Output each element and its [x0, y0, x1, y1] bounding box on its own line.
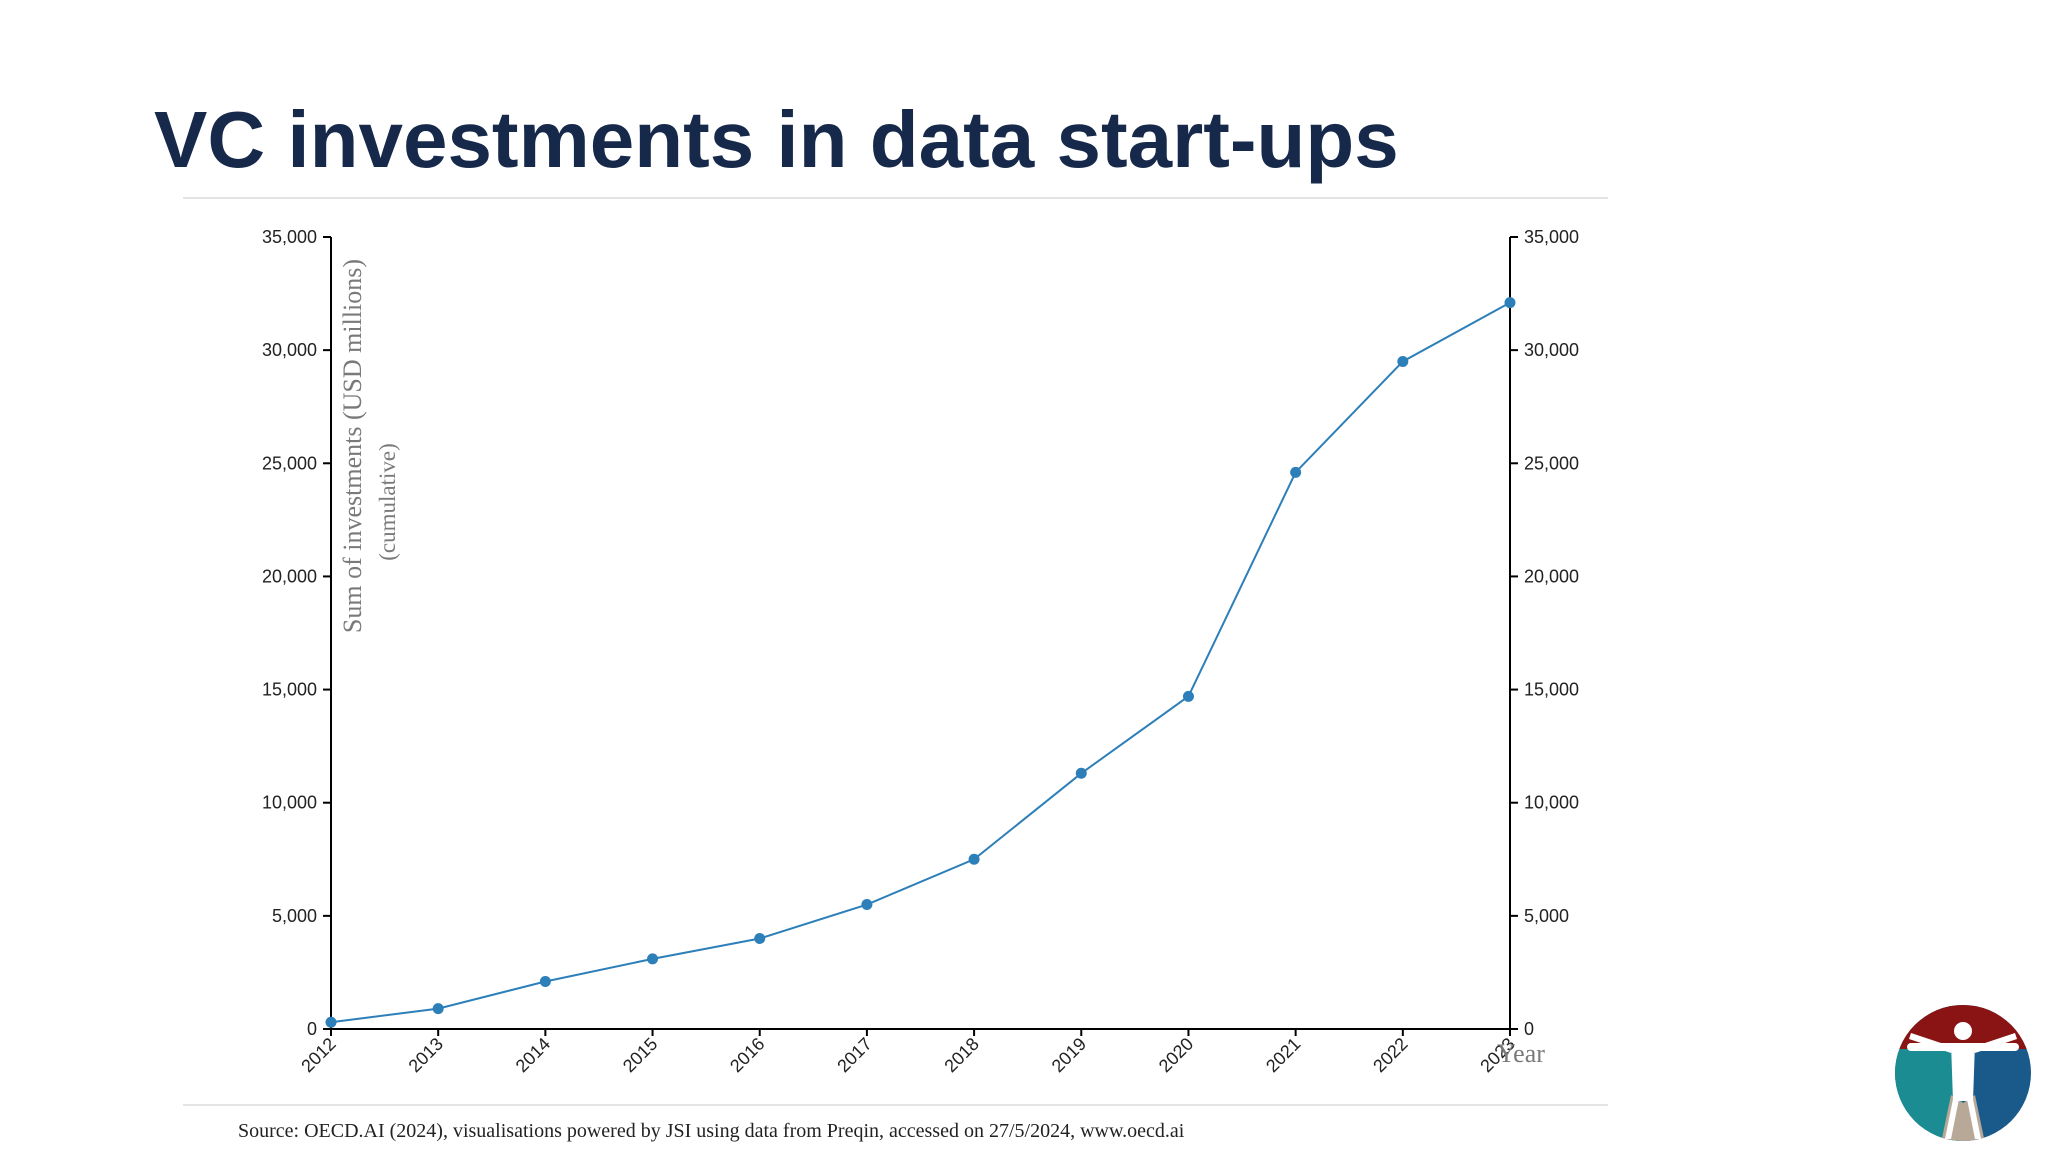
x-tick-label-2016: 2016: [726, 1034, 768, 1076]
data-point-2015: [647, 953, 659, 965]
data-point-2020: [1182, 690, 1194, 702]
x-tick-label-2013: 2013: [405, 1034, 447, 1076]
data-point-2012: [325, 1016, 337, 1028]
x-tick-label-2021: 2021: [1262, 1034, 1304, 1076]
x-tick-label-2020: 2020: [1155, 1034, 1197, 1076]
y-tick-label-left-5: 25,000: [262, 453, 317, 473]
data-point-2019: [1075, 767, 1087, 779]
y-tick-label-left-1: 5,000: [272, 906, 317, 926]
data-point-2017: [861, 899, 873, 911]
x-tick-label-2014: 2014: [512, 1034, 554, 1076]
vitruvian-man-logo-icon: [1895, 1005, 2031, 1141]
data-point-2014: [539, 975, 551, 987]
x-axis-ticks: 2012 2013 2014 2015 2016 2017 2018 2019 2020 2021…: [297, 1029, 1519, 1076]
series-points-group: [325, 297, 1516, 1028]
x-tick-label-2018: 2018: [940, 1034, 982, 1076]
data-point-2021: [1290, 466, 1302, 478]
y-axis-title: Sum of investments (USD millions): [338, 259, 367, 633]
y-tick-label-left-7: 35,000: [262, 227, 317, 247]
x-tick-label-2019: 2019: [1048, 1034, 1090, 1076]
x-tick-label-2017: 2017: [833, 1034, 875, 1076]
data-point-2018: [968, 853, 980, 865]
x-axis-title: Year: [1497, 1039, 1545, 1068]
x-tick-label-2015: 2015: [619, 1034, 661, 1076]
y-tick-label-left-0: 0: [307, 1019, 317, 1039]
y-tick-label-right-6: 30,000: [1524, 340, 1579, 360]
y-tick-label-right-3: 15,000: [1524, 680, 1579, 700]
x-tick-label-2012: 2012: [297, 1034, 339, 1076]
left-axis-ticks: 0 5,000 10,000 15,000 20,000 25,000 30,000 35,0…: [262, 227, 331, 1039]
bottom-divider: [183, 1104, 1608, 1106]
y-tick-label-right-2: 10,000: [1524, 793, 1579, 813]
y-tick-label-right-0: 0: [1524, 1019, 1534, 1039]
series-line-0: [330, 301, 1511, 1024]
y-tick-label-right-4: 20,000: [1524, 566, 1579, 586]
y-tick-label-left-2: 10,000: [262, 793, 317, 813]
source-note: Source: OECD.AI (2024), visualisations p…: [238, 1120, 1185, 1142]
data-point-2013: [432, 1003, 444, 1015]
right-axis-ticks: 0 5,000 10,000 15,000 20,000 25,000 30,000 35,0…: [1510, 227, 1579, 1039]
y-tick-label-right-5: 25,000: [1524, 453, 1579, 473]
y-tick-label-left-6: 30,000: [262, 340, 317, 360]
y-tick-label-left-3: 15,000: [262, 680, 317, 700]
y-tick-label-right-7: 35,000: [1524, 227, 1579, 247]
y-tick-label-left-4: 20,000: [262, 566, 317, 586]
data-point-2023: [1504, 297, 1516, 309]
y-tick-label-right-1: 5,000: [1524, 906, 1569, 926]
top-divider: [183, 197, 1608, 199]
data-point-2022: [1397, 355, 1409, 367]
y-axis-subtitle: (cumulative): [375, 443, 400, 561]
series-line-group: [330, 301, 1511, 1024]
x-tick-label-2022: 2022: [1369, 1034, 1411, 1076]
page-title: VC investments in data start-ups: [154, 95, 1399, 184]
data-point-2016: [754, 932, 766, 944]
